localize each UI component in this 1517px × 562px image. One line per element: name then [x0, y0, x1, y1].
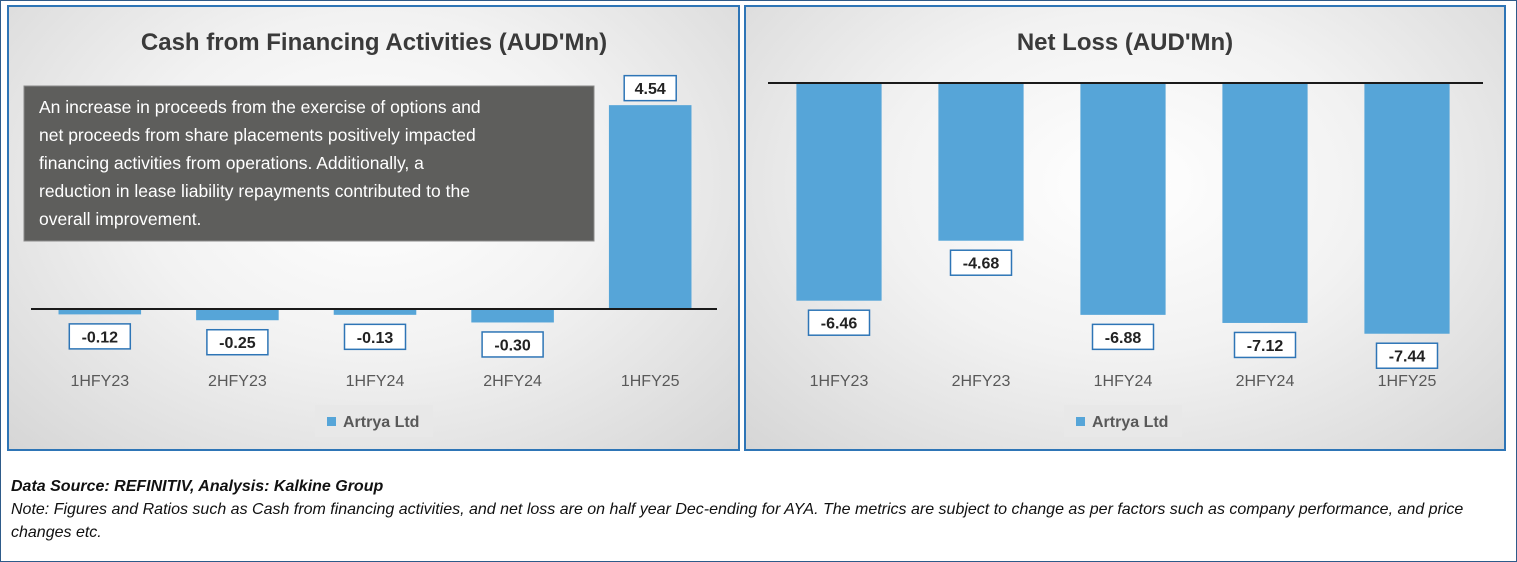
note-text: Note: Figures and Ratios such as Cash fr… — [11, 501, 1464, 541]
x-tick-label: 1HFY25 — [1378, 373, 1437, 390]
bar-1HFY24 — [1080, 83, 1166, 315]
chart-title: Cash from Financing Activities (AUD'Mn) — [141, 29, 607, 56]
data-label: -6.88 — [1105, 330, 1142, 347]
chart-title: Net Loss (AUD'Mn) — [1017, 29, 1233, 56]
x-tick-label: 2HFY23 — [952, 373, 1011, 390]
data-label: -7.12 — [1247, 338, 1284, 355]
legend-swatch — [1076, 417, 1085, 426]
data-label-box — [481, 331, 544, 358]
legend-label: Artrya Ltd — [343, 414, 419, 431]
cash-financing-chart-panel: Cash from Financing Activities (AUD'Mn) -… — [7, 5, 740, 451]
bar-2HFY23 — [196, 309, 279, 321]
cash-financing-chart: Cash from Financing Activities (AUD'Mn) -… — [23, 29, 717, 437]
data-label-box — [206, 328, 269, 356]
data-label-box — [807, 309, 871, 336]
bar-1HFY25 — [608, 105, 692, 310]
x-tick-label: 1HFY23 — [810, 373, 869, 390]
data-label: -0.30 — [494, 337, 531, 354]
legend-swatch — [327, 417, 336, 426]
data-label: -0.12 — [82, 329, 119, 346]
x-tick-label: 1HFY24 — [1094, 373, 1153, 390]
net-loss-chart: Net Loss (AUD'Mn) -6.46 -4.68 -6.88 -7.12 -7.… — [768, 29, 1483, 437]
bar-1HFY23 — [796, 83, 882, 301]
bar-1HFY23 — [58, 309, 142, 315]
bar-1HFY25 — [1364, 83, 1450, 334]
x-tick-label: 2HFY23 — [208, 373, 267, 390]
annotation-box — [23, 85, 595, 242]
data-label: -0.25 — [219, 335, 256, 352]
bar-1HFY24 — [333, 309, 417, 315]
data-label-box — [1233, 331, 1297, 359]
data-label-box — [68, 323, 132, 350]
data-label: -4.68 — [963, 256, 1000, 273]
data-source-text: Data Source: REFINITIV, Analysis: Kalkin… — [11, 478, 384, 495]
data-label: -7.44 — [1389, 349, 1426, 366]
bar-2HFY23 — [938, 83, 1024, 241]
legend-label: Artrya Ltd — [1092, 414, 1168, 431]
net-loss-chart-panel: Net Loss (AUD'Mn) -6.46 -4.68 -6.88 -7.12 -7.… — [744, 5, 1506, 451]
x-tick-label: 1HFY24 — [346, 373, 405, 390]
footer: Data Source: REFINITIV, Analysis: Kalkin… — [11, 475, 1507, 544]
data-label: 4.54 — [635, 81, 666, 98]
data-label: -0.13 — [357, 330, 394, 347]
data-label: -6.46 — [821, 316, 858, 333]
x-tick-label: 2HFY24 — [483, 373, 542, 390]
bar-2HFY24 — [1222, 83, 1308, 323]
data-label-box — [1375, 342, 1439, 369]
data-label-box — [1091, 323, 1155, 351]
bar-2HFY24 — [471, 309, 554, 323]
x-tick-label: 2HFY24 — [1236, 373, 1295, 390]
data-label-box — [343, 323, 407, 351]
data-label-box — [623, 74, 677, 102]
annotation-text: An increase in proceeds from the exercis… — [39, 97, 481, 229]
x-tick-label: 1HFY25 — [621, 373, 680, 390]
x-tick-label: 1HFY23 — [70, 373, 129, 390]
data-label-box — [949, 249, 1013, 276]
